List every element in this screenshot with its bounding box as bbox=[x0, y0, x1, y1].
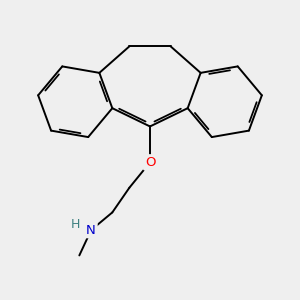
Text: N: N bbox=[86, 224, 96, 237]
Text: O: O bbox=[145, 156, 155, 169]
Text: H: H bbox=[71, 218, 80, 231]
